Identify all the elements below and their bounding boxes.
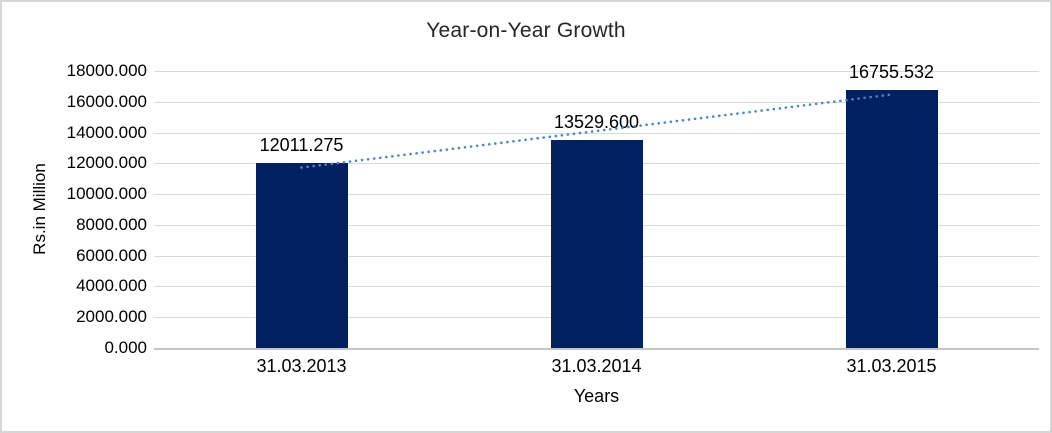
y-tick-label: 18000.000 bbox=[66, 61, 147, 80]
y-tick-label: 14000.000 bbox=[66, 122, 147, 142]
bar-31.03.2013 bbox=[255, 163, 348, 348]
data-label: 12011.275 bbox=[259, 135, 344, 156]
y-tick-label: 0.000 bbox=[104, 338, 147, 357]
x-tick-label: 31.03.2013 bbox=[256, 356, 347, 376]
chart-title: Year-on-Year Growth bbox=[426, 19, 626, 42]
y-tick-label: 10000.000 bbox=[66, 184, 147, 204]
data-label: 16755.532 bbox=[848, 62, 935, 83]
y-tick-label: 16000.000 bbox=[66, 91, 147, 111]
x-tick-label: 31.03.2015 bbox=[846, 356, 937, 376]
y-tick-label: 8000.000 bbox=[76, 214, 147, 234]
y-tick-label: 4000.000 bbox=[76, 276, 147, 296]
x-axis-title: Years bbox=[573, 386, 620, 406]
x-tick-label: 31.03.2014 bbox=[551, 356, 642, 376]
y-tick-label: 6000.000 bbox=[76, 245, 147, 265]
x-axis-line bbox=[154, 347, 1039, 350]
bar-31.03.2014 bbox=[550, 139, 643, 348]
y-axis-title: Rs.in Million bbox=[30, 163, 49, 255]
bar-31.03.2015 bbox=[845, 90, 938, 348]
data-label: 13529.600 bbox=[553, 111, 640, 132]
gridline bbox=[154, 71, 1039, 72]
y-tick-label: 2000.000 bbox=[76, 307, 147, 327]
y-tick-label: 12000.000 bbox=[66, 153, 147, 173]
